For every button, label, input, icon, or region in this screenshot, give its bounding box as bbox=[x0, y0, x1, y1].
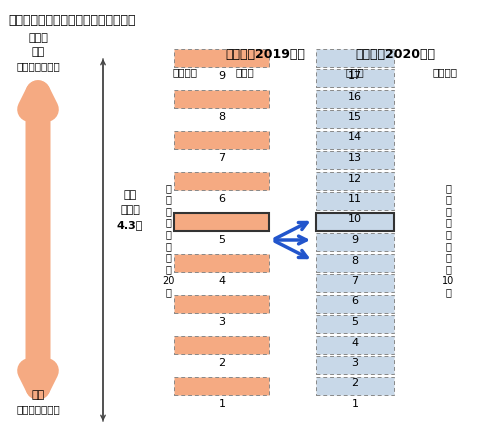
Text: 13: 13 bbox=[348, 153, 362, 163]
Bar bbox=[174, 213, 270, 231]
Text: 改定前（2019年）: 改定前（2019年） bbox=[225, 48, 305, 61]
Text: 9: 9 bbox=[351, 235, 359, 245]
Bar bbox=[316, 131, 394, 149]
Bar bbox=[316, 377, 394, 395]
Bar bbox=[174, 90, 270, 108]
Text: 8: 8 bbox=[351, 255, 359, 266]
Text: クラス: クラス bbox=[346, 67, 364, 77]
Text: 低い: 低い bbox=[32, 390, 45, 400]
Bar bbox=[316, 193, 394, 211]
Text: 12: 12 bbox=[348, 174, 362, 184]
Text: 高い: 高い bbox=[32, 47, 45, 57]
Text: 8: 8 bbox=[218, 112, 225, 122]
Text: 6: 6 bbox=[352, 296, 359, 307]
Text: （保険料高い）: （保険料高い） bbox=[16, 61, 60, 71]
Text: 1: 1 bbox=[218, 399, 225, 409]
Text: 16: 16 bbox=[348, 92, 362, 102]
Text: 5: 5 bbox=[218, 235, 225, 245]
Text: 9: 9 bbox=[218, 71, 225, 81]
Text: クラス: クラス bbox=[235, 67, 255, 77]
Text: リスク: リスク bbox=[28, 33, 48, 43]
Bar bbox=[316, 295, 394, 313]
Text: 4: 4 bbox=[218, 276, 225, 286]
Text: 17: 17 bbox=[348, 71, 362, 81]
Bar bbox=[316, 110, 394, 129]
Bar bbox=[174, 377, 270, 395]
Text: 10: 10 bbox=[348, 215, 362, 225]
Bar bbox=[174, 49, 270, 67]
Bar bbox=[316, 213, 394, 231]
Bar bbox=[174, 295, 270, 313]
Bar bbox=[316, 254, 394, 272]
Text: 4: 4 bbox=[351, 337, 359, 347]
Bar bbox=[316, 234, 394, 252]
Text: 7: 7 bbox=[351, 276, 359, 286]
Text: 1: 1 bbox=[352, 399, 359, 409]
Bar bbox=[174, 254, 270, 272]
Text: 7: 7 bbox=[218, 153, 225, 163]
Text: 料率較差: 料率較差 bbox=[172, 67, 197, 77]
Text: 最大
較差約
4.3倍: 最大 較差約 4.3倍 bbox=[117, 190, 143, 230]
Bar bbox=[316, 316, 394, 334]
Text: 6: 6 bbox=[218, 194, 225, 204]
Text: 11: 11 bbox=[348, 194, 362, 204]
Bar bbox=[316, 172, 394, 190]
Text: 自家用普通自動車・自家用小型乗用車: 自家用普通自動車・自家用小型乗用車 bbox=[8, 14, 135, 27]
Text: 3: 3 bbox=[218, 317, 225, 327]
Bar bbox=[174, 336, 270, 354]
Bar bbox=[316, 336, 394, 354]
Bar bbox=[316, 90, 394, 108]
Text: 2: 2 bbox=[218, 358, 225, 368]
Text: 料率較差: 料率較差 bbox=[432, 67, 457, 77]
Bar bbox=[174, 172, 270, 190]
Text: 各
ク
ラ
ス
間
較
差
約
20
％: 各 ク ラ ス 間 較 差 約 20 ％ bbox=[162, 183, 174, 297]
Text: 2: 2 bbox=[351, 378, 359, 388]
Text: 3: 3 bbox=[352, 358, 359, 368]
Text: 改定後（2020年）: 改定後（2020年） bbox=[355, 48, 435, 61]
Text: 5: 5 bbox=[352, 317, 359, 327]
Bar bbox=[316, 357, 394, 375]
Bar bbox=[316, 49, 394, 67]
Text: 14: 14 bbox=[348, 133, 362, 143]
Bar bbox=[316, 69, 394, 88]
Text: 各
ク
ラ
ス
間
較
差
約
10
％: 各 ク ラ ス 間 較 差 約 10 ％ bbox=[442, 183, 454, 297]
Bar bbox=[174, 131, 270, 149]
Text: 15: 15 bbox=[348, 112, 362, 122]
Text: （保険料安い）: （保険料安い） bbox=[16, 404, 60, 414]
Bar bbox=[316, 151, 394, 170]
Bar bbox=[316, 275, 394, 293]
